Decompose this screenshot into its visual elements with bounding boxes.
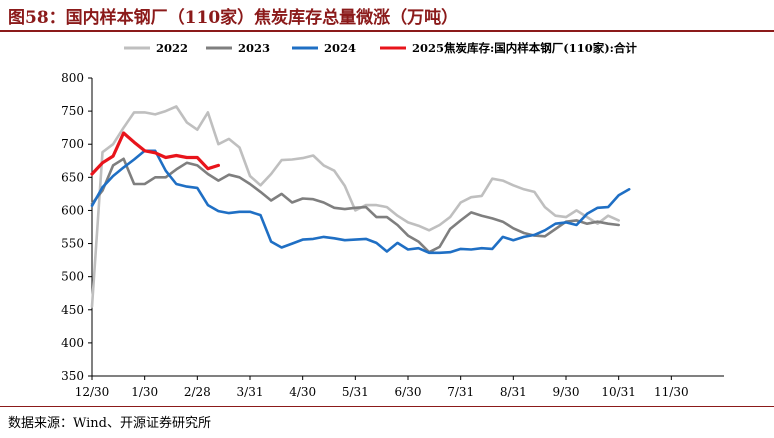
source-note: 数据来源：Wind、开源证券研究所: [8, 416, 211, 431]
y-tick-label: 450: [61, 303, 84, 317]
x-tick-label: 12/30: [75, 385, 110, 399]
source-divider: [0, 406, 774, 407]
x-tick-label: 8/31: [500, 385, 527, 399]
x-tick-label: 11/30: [654, 385, 689, 399]
page-title: 图58：国内样本钢厂（110家）焦炭库存总量微涨（万吨）: [8, 8, 459, 28]
y-tick-label: 700: [61, 137, 84, 151]
x-tick-label: 3/31: [237, 385, 264, 399]
legend: 2022 2023 2024 2025焦炭库存:国内样本钢厂(110家):合计: [124, 41, 637, 55]
series-line-1: [90, 157, 620, 254]
y-axis: 350 400 450 500 550 600 650 700 750 800: [61, 71, 93, 383]
title-divider: [0, 30, 774, 32]
series-line-2: [90, 149, 631, 255]
line-chart: 2022 2023 2024 2025焦炭库存:国内样本钢厂(110家):合计 350…: [61, 41, 724, 399]
y-tick-label: 350: [61, 369, 84, 383]
x-tick-label: 9/30: [553, 385, 580, 399]
x-axis: 12/30 1/30 2/28 3/31 4/30 5/31 6/30 7/31 8/31 9/3…: [75, 375, 724, 399]
title-bar: 图58：国内样本钢厂（110家）焦炭库存总量微涨（万吨）: [0, 0, 774, 30]
legend-label-0: 2022: [156, 41, 188, 55]
x-tick-label: 7/31: [447, 385, 474, 399]
x-tick-label: 6/30: [395, 385, 422, 399]
y-tick-label: 750: [61, 104, 84, 118]
legend-label-2: 2024: [324, 41, 356, 55]
y-tick-label: 800: [61, 71, 84, 85]
y-tick-label: 400: [61, 336, 84, 350]
y-tick-label: 600: [61, 203, 84, 217]
legend-label-3: 2025焦炭库存:国内样本钢厂(110家):合计: [412, 41, 637, 55]
x-tick-label: 1/30: [131, 385, 158, 399]
series-line-3: [90, 131, 220, 176]
x-tick-label: 10/31: [601, 385, 636, 399]
x-tick-label: 4/30: [289, 385, 316, 399]
y-tick-label: 650: [61, 170, 84, 184]
series-line-0: [90, 105, 620, 308]
y-tick-label: 550: [61, 237, 84, 251]
legend-label-1: 2023: [238, 41, 270, 55]
x-tick-label: 2/28: [184, 385, 211, 399]
plot-lines: [90, 105, 631, 308]
x-tick-label: 5/31: [342, 385, 369, 399]
y-tick-label: 500: [61, 270, 84, 284]
